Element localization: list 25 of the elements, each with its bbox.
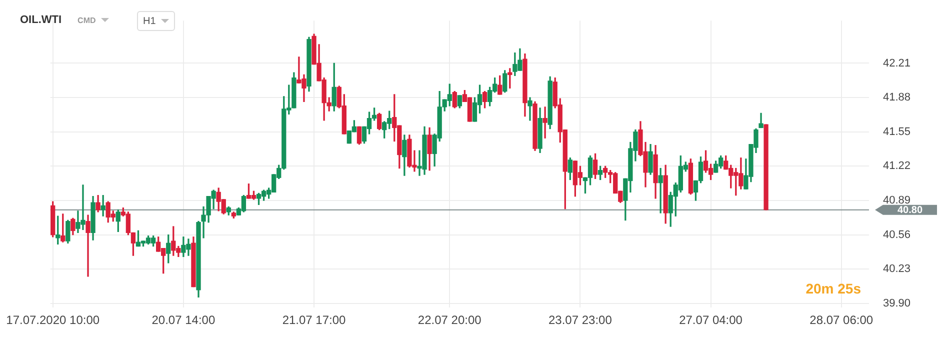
candlestick <box>658 168 663 214</box>
x-tick-label: 23.07 23:00 <box>548 313 612 328</box>
chart-title: OIL.WTI <box>20 14 62 26</box>
candlestick <box>542 106 548 138</box>
chart-subtitle: CMD <box>78 16 96 24</box>
annotation: 20m 25s <box>806 280 862 297</box>
y-tick-label: 41.88 <box>883 92 911 104</box>
x-tick-label: 27.07 04:00 <box>679 313 743 328</box>
x-tick-label: 28.07 06:00 <box>810 313 874 328</box>
x-tick-label: 20.07 14:00 <box>152 313 216 328</box>
y-tick-label: 42.21 <box>883 57 911 70</box>
x-tick-label: 21.07 17:00 <box>282 313 346 328</box>
annotation: H1 <box>143 16 156 26</box>
x-tick-label: 22.07 20:00 <box>418 313 482 328</box>
candlestick <box>528 97 532 121</box>
candlestick <box>100 194 106 216</box>
y-tick-label: 41.22 <box>883 160 911 172</box>
y-tick-label: 40.89 <box>883 194 911 207</box>
y-tick-label: 40.56 <box>883 228 911 241</box>
x-tick-label: 17.07.2020 10:00 <box>6 313 100 328</box>
ref-line-label: 40.80 <box>897 205 923 216</box>
y-tick-label: 41.55 <box>883 126 911 138</box>
candlestick <box>86 214 90 277</box>
y-tick-label: 39.90 <box>883 297 911 310</box>
y-tick-label: 40.23 <box>883 263 911 276</box>
